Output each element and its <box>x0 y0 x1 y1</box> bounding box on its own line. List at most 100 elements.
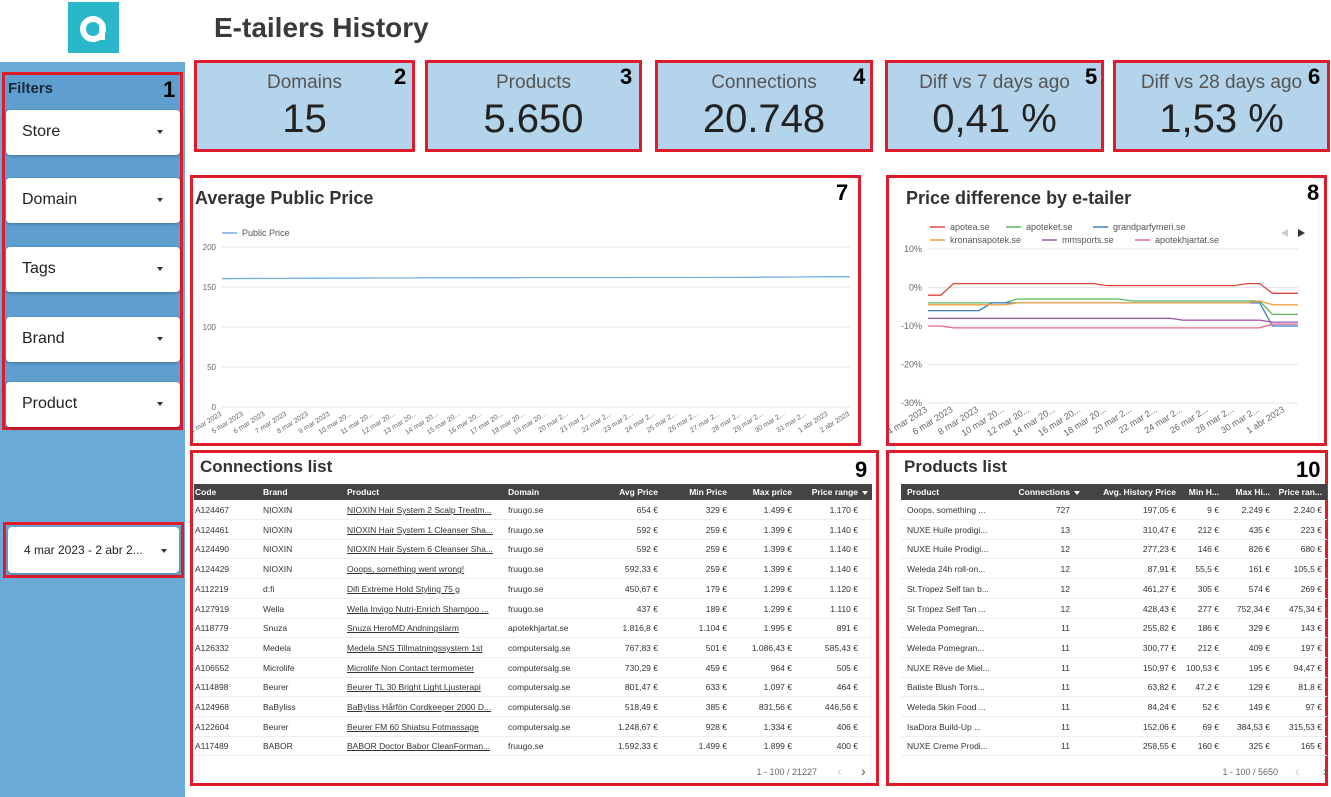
dropdown-label: Store <box>22 123 61 140</box>
table-cell: 197,05 € <box>1142 505 1176 515</box>
table-cell: A124490 <box>195 544 230 555</box>
table-cell: 277,23 € <box>1142 544 1176 555</box>
table-cell: 11 <box>1061 721 1070 732</box>
series-line <box>928 300 1298 306</box>
y-tick-label: 50 <box>207 363 216 372</box>
table-cell: 12 <box>1060 583 1070 594</box>
table-cell: 277 € <box>1197 603 1219 614</box>
table-cell: 518,49 € <box>624 702 658 712</box>
kpi-value: 15 <box>282 97 327 141</box>
table-cell: 11 <box>1061 623 1070 634</box>
table-cell: 928 € <box>705 721 727 732</box>
table-cell: 84,24 € <box>1147 702 1176 712</box>
row-separator <box>194 578 872 580</box>
table-cell: A127919 <box>195 603 230 614</box>
row-separator <box>194 617 872 619</box>
table-cell: 1.334 € <box>763 721 792 732</box>
filter-dropdown[interactable]: Tags <box>6 247 180 292</box>
row-separator <box>194 637 872 639</box>
filter-dropdown[interactable]: Brand <box>6 317 180 362</box>
table-cell: Snuza HeroMD Andningslarm <box>347 623 459 634</box>
legend-label: grandparfymeri.se <box>1113 222 1186 232</box>
table-cell: 428,43 € <box>1142 603 1176 614</box>
table-cell: Ooops, something ... <box>907 505 986 515</box>
prev-page[interactable]: ‹ <box>1295 763 1300 779</box>
table-cell: 129 € <box>1248 682 1270 693</box>
y-tick-label: -20% <box>901 360 922 370</box>
legend-label: apotekhjartat.se <box>1155 235 1219 245</box>
logo-mark <box>80 16 106 42</box>
table-cell: 310,47 € <box>1142 524 1176 535</box>
legend-prev <box>1281 229 1288 237</box>
table-cell: 223 € <box>1300 524 1322 535</box>
row-separator <box>901 617 1327 619</box>
series-line <box>928 282 1298 296</box>
row-separator <box>194 676 872 678</box>
table-cell: 459 € <box>705 662 727 673</box>
table-cell: 1.995 € <box>763 623 792 634</box>
prev-page[interactable]: ‹ <box>837 763 842 779</box>
chart-panel: Average Public Price 0 50 100 150 200 4 mar 20… <box>190 175 861 446</box>
y-tick-label: 0 <box>212 403 217 412</box>
table-cell: A122604 <box>195 721 230 732</box>
logo[interactable] <box>68 2 119 53</box>
table-cell: Medela <box>263 642 291 653</box>
y-tick-label: 100 <box>203 323 217 332</box>
table-cell: 831,56 € <box>758 702 792 712</box>
table-cell: 592 € <box>636 544 658 555</box>
row-separator <box>901 696 1327 698</box>
table-cell: 11 <box>1061 682 1070 693</box>
caret-icon <box>157 130 163 134</box>
y-tick-label: 150 <box>203 283 217 292</box>
legend-label: apotea.se <box>950 222 990 232</box>
annotation-number: 5 <box>1085 64 1098 89</box>
filter-dropdown[interactable]: Domain <box>6 178 180 223</box>
table-cell: A124467 <box>195 505 230 515</box>
table-cell: 437 € <box>636 603 658 614</box>
kpi-card: Connections 20.748 <box>655 60 873 152</box>
table-cell: Ooops, something went wrong! <box>347 564 465 575</box>
table-cell: 212 € <box>1197 642 1219 653</box>
caret-icon <box>157 402 163 406</box>
table-cell: 197 € <box>1300 642 1322 653</box>
series-line <box>928 298 1298 316</box>
table-cell: Wella Invigo Nutri-Enrich Shampoo ... <box>347 603 489 614</box>
table-cell: 81,8 € <box>1298 682 1322 693</box>
table-cell: fruugo.se <box>508 524 544 535</box>
date-range-dropdown[interactable]: 4 mar 2023 - 2 abr 2... <box>8 527 179 573</box>
table-cell: Difi Extreme Hold Styling 75 g <box>347 583 460 594</box>
legend-label: mmsports.se <box>1062 235 1114 245</box>
filter-dropdown[interactable]: Product <box>6 382 180 427</box>
kpi-card: Diff vs 7 days ago 0,41 % <box>885 60 1104 152</box>
table-cell: 146 € <box>1197 544 1219 555</box>
table-cell: 329 € <box>1248 623 1270 634</box>
caret-icon <box>157 198 163 202</box>
table-cell: 11 <box>1061 741 1070 752</box>
column-header: Domain <box>508 487 540 497</box>
filter-dropdown[interactable]: Store <box>6 110 180 155</box>
column-header: Min H... <box>1188 487 1219 497</box>
next-page[interactable]: › <box>861 763 866 779</box>
table-cell: A106552 <box>195 662 230 673</box>
row-separator <box>194 558 872 560</box>
table-cell: Beurer TL 30 Bright Light Ljusterapi <box>347 682 481 693</box>
column-header: Max Hi... <box>1235 487 1270 497</box>
table-cell: computersalg.se <box>508 642 571 653</box>
table-cell: 1.170 € <box>829 505 858 515</box>
filters-label: Filters <box>8 80 54 97</box>
row-separator <box>901 578 1327 580</box>
next-page[interactable]: › <box>1323 763 1328 779</box>
table-cell: 259 € <box>705 564 727 575</box>
table-cell: 47,2 € <box>1195 682 1219 693</box>
table-footer: 1 - 100 / 5650 <box>1222 767 1278 777</box>
annotation-number: 8 <box>1307 180 1320 205</box>
table-cell: 501 € <box>705 642 727 653</box>
legend-next <box>1298 229 1305 237</box>
table-cell: 52 € <box>1202 702 1219 712</box>
table-cell: fruugo.se <box>508 603 544 614</box>
table-title: Products list <box>904 457 1007 476</box>
caret-icon <box>157 337 163 341</box>
table-cell: 329 € <box>705 505 727 515</box>
